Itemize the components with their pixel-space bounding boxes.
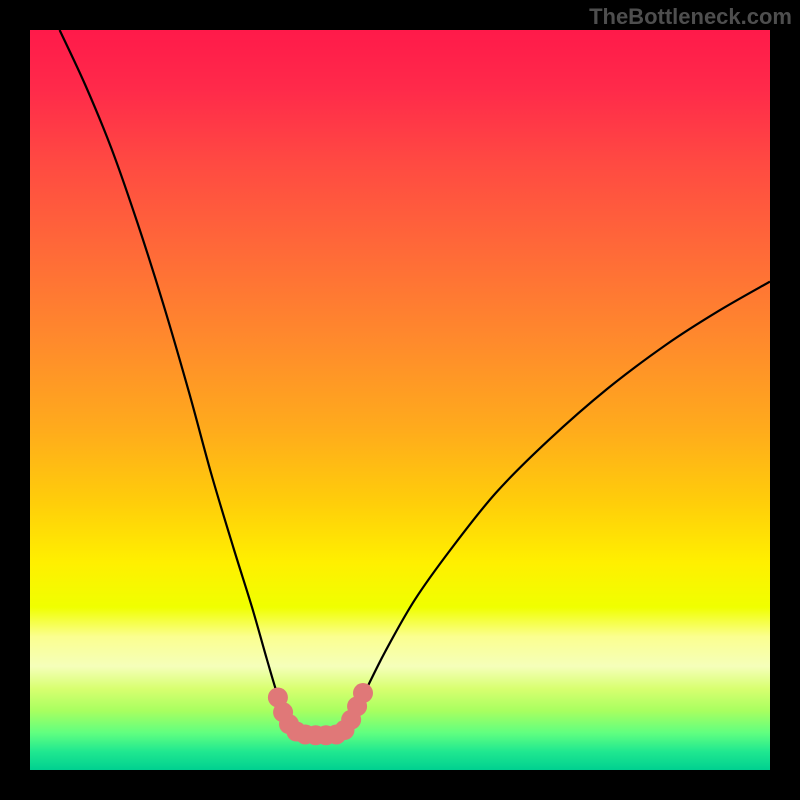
marker-group (268, 683, 373, 745)
marker-dot (353, 683, 373, 703)
plot-area (30, 30, 770, 770)
highlight-markers (30, 30, 770, 770)
watermark-text: TheBottleneck.com (589, 4, 792, 30)
